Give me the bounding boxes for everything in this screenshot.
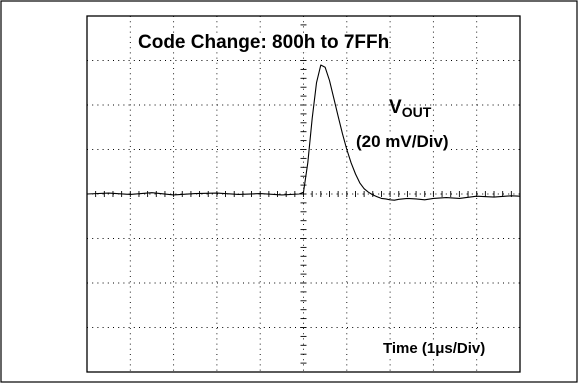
signal-label-main: V <box>389 97 402 118</box>
time-scale-label: Time (1μs/Div) <box>383 340 486 357</box>
graticule <box>87 16 520 372</box>
center-axis-ticks <box>86 15 521 373</box>
chart-title: Code Change: 800h to 7FFh <box>138 32 390 53</box>
vout-trace <box>86 64 521 201</box>
signal-label: VOUT <box>389 98 431 119</box>
signal-label-subscript: OUT <box>401 104 432 120</box>
vertical-scale-label: (20 mV/Div) <box>356 132 449 151</box>
